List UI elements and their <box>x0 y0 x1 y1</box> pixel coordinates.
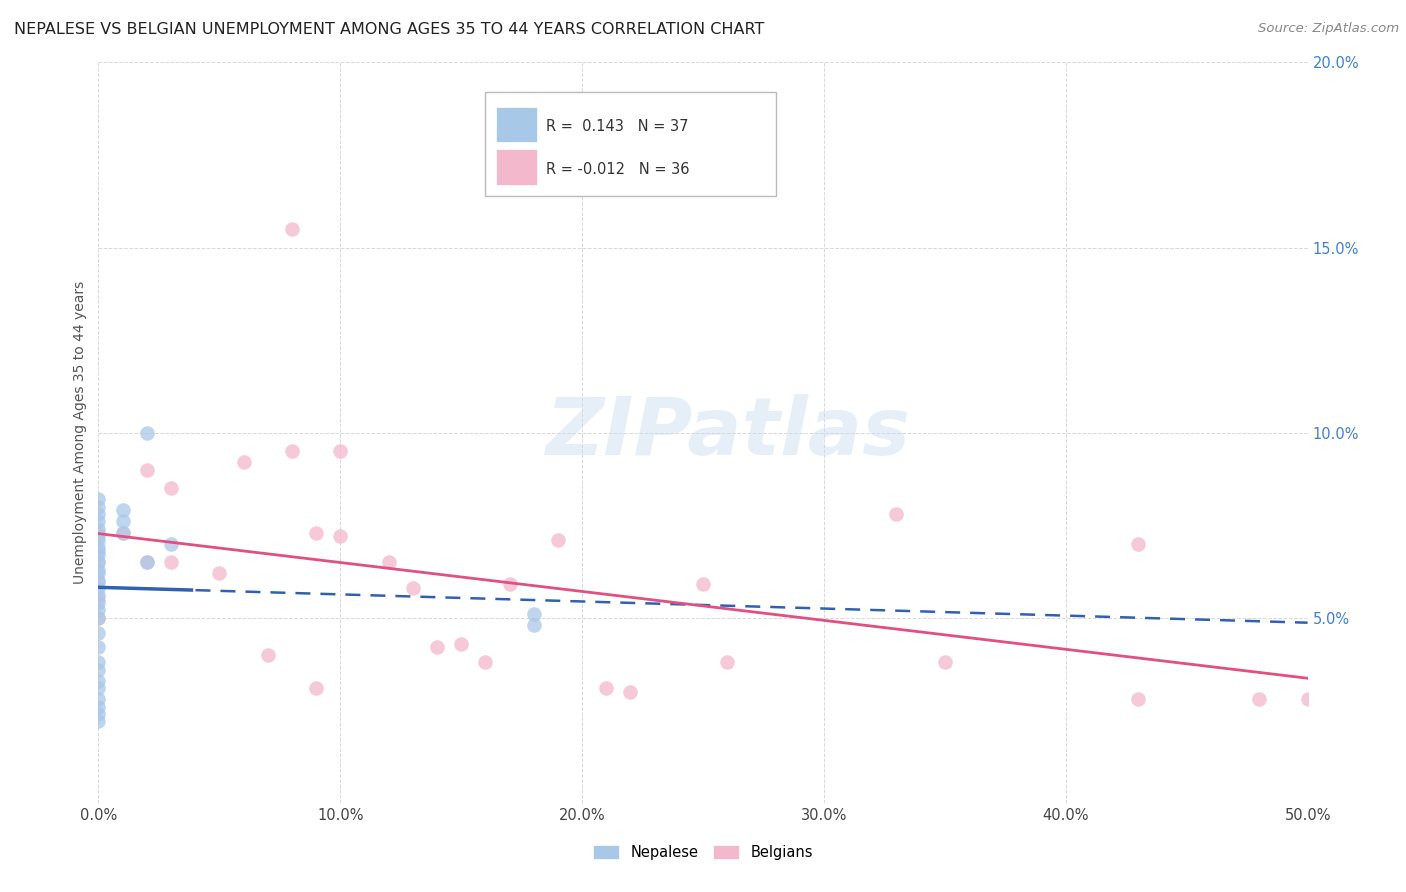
Point <box>87 610 110 624</box>
Y-axis label: Unemployment Among Ages 35 to 44 years: Unemployment Among Ages 35 to 44 years <box>73 281 87 584</box>
Point <box>208 566 231 581</box>
Point <box>498 577 520 591</box>
Point <box>135 555 157 569</box>
Point <box>474 655 496 669</box>
Point <box>87 507 110 521</box>
Point <box>87 533 110 547</box>
Point <box>426 640 449 655</box>
Point <box>281 444 304 458</box>
Point <box>87 548 110 562</box>
Point <box>87 555 110 569</box>
FancyBboxPatch shape <box>485 92 776 195</box>
Point <box>135 425 157 440</box>
Point <box>547 533 569 547</box>
Point <box>87 596 110 610</box>
Point <box>256 648 278 662</box>
Point <box>87 522 110 536</box>
Point <box>87 692 110 706</box>
Text: ZIPatlas: ZIPatlas <box>544 393 910 472</box>
Point <box>87 640 110 655</box>
Point <box>87 681 110 695</box>
Point <box>87 714 110 729</box>
Point <box>450 637 472 651</box>
Point <box>1128 692 1150 706</box>
Point <box>87 515 110 529</box>
Point <box>1296 692 1319 706</box>
Point <box>87 589 110 603</box>
Point <box>886 507 908 521</box>
Point <box>135 555 157 569</box>
FancyBboxPatch shape <box>496 107 537 143</box>
Point <box>111 503 134 517</box>
Point <box>87 699 110 714</box>
Legend: Nepalese, Belgians: Nepalese, Belgians <box>586 839 820 866</box>
Point <box>87 625 110 640</box>
Point <box>87 525 110 540</box>
Point <box>87 492 110 507</box>
Point <box>281 222 304 236</box>
Point <box>692 577 714 591</box>
Point <box>87 603 110 617</box>
Point <box>523 607 546 621</box>
Point <box>87 566 110 581</box>
Point <box>87 500 110 514</box>
Point <box>160 555 183 569</box>
Point <box>1128 536 1150 550</box>
Point <box>160 481 183 495</box>
Point <box>305 525 328 540</box>
FancyBboxPatch shape <box>496 149 537 185</box>
Point <box>111 515 134 529</box>
Point <box>716 655 738 669</box>
Point <box>329 444 352 458</box>
Point <box>87 581 110 595</box>
Point <box>111 525 134 540</box>
Point <box>87 592 110 607</box>
Point <box>87 555 110 569</box>
Point <box>1249 692 1271 706</box>
Point <box>87 529 110 543</box>
Point <box>87 663 110 677</box>
Point <box>377 555 399 569</box>
Point <box>305 681 328 695</box>
Point <box>135 462 157 476</box>
Point <box>232 455 254 469</box>
Point <box>87 706 110 721</box>
Point <box>87 610 110 624</box>
Point <box>87 655 110 669</box>
Point <box>619 685 641 699</box>
Point <box>329 529 352 543</box>
Text: R = -0.012   N = 36: R = -0.012 N = 36 <box>546 161 689 177</box>
Point <box>523 618 546 632</box>
Text: Source: ZipAtlas.com: Source: ZipAtlas.com <box>1258 22 1399 36</box>
Point <box>87 673 110 688</box>
Point <box>87 574 110 588</box>
Point <box>87 563 110 577</box>
Point <box>87 541 110 555</box>
Point <box>160 536 183 550</box>
Point <box>87 574 110 588</box>
Point <box>111 525 134 540</box>
Point <box>87 544 110 558</box>
Point <box>934 655 956 669</box>
Point <box>402 581 425 595</box>
Point <box>595 681 617 695</box>
Text: R =  0.143   N = 37: R = 0.143 N = 37 <box>546 120 689 135</box>
Text: NEPALESE VS BELGIAN UNEMPLOYMENT AMONG AGES 35 TO 44 YEARS CORRELATION CHART: NEPALESE VS BELGIAN UNEMPLOYMENT AMONG A… <box>14 22 765 37</box>
